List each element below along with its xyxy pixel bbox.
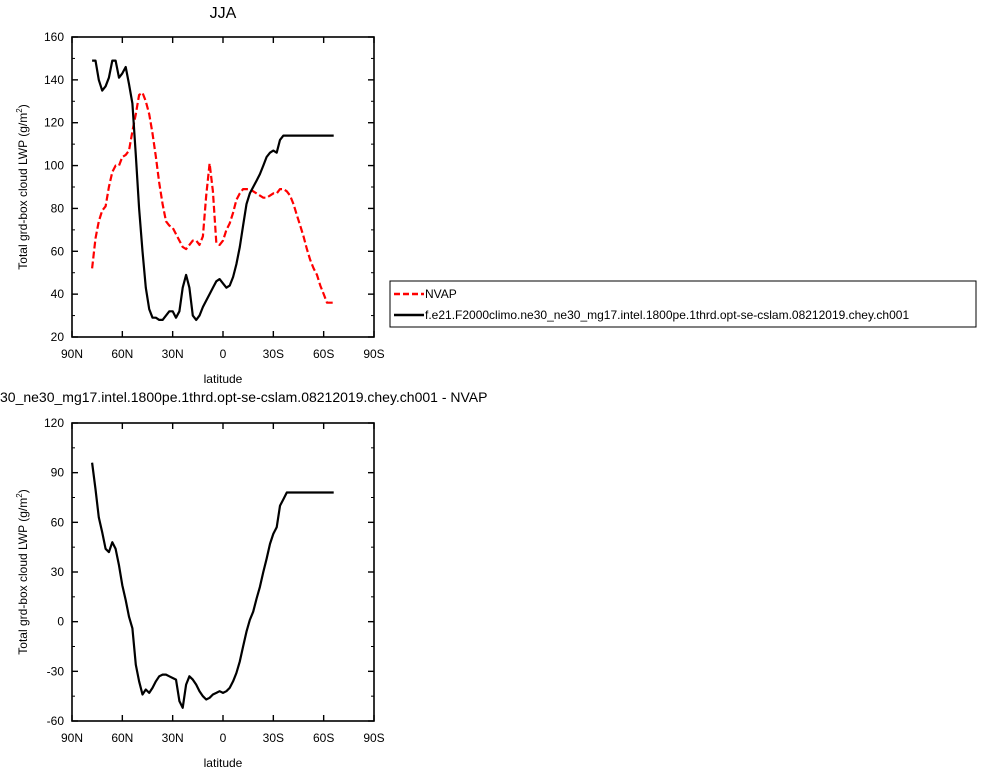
y-tick-label: 0 [57,615,64,629]
x-tick-label: 30S [263,731,284,745]
y-tick-label: 120 [44,116,64,130]
y-tick-label: 40 [51,287,65,301]
panel-top-marks [91,59,334,321]
series-line-0 [91,462,334,709]
panel-bottom: 30_ne30_mg17.intel.1800pe.1thrd.opt-se-c… [0,389,487,770]
x-tick-label: 30N [162,347,184,361]
x-tick-label: 60N [111,347,133,361]
panel-bottom-y-ticks: -60 -30 0 30 60 90 120 [44,416,374,728]
legend-label-model: f.e21.F2000climo.ne30_ne30_mg17.intel.18… [425,308,909,322]
y-tick-label: 80 [51,201,65,215]
y-tick-label: 20 [51,330,65,344]
x-tick-label: 60S [313,347,334,361]
panel-bottom-x-axis-label: latitude [204,756,243,770]
y-tick-label: 160 [44,30,64,44]
x-tick-label: 60N [111,731,133,745]
legend-label-nvap: NVAP [425,287,457,301]
panel-bottom-title: 30_ne30_mg17.intel.1800pe.1thrd.opt-se-c… [0,389,487,405]
x-tick-label: 0 [220,347,227,361]
series-line-1 [92,59,334,321]
y-tick-label: -60 [47,714,65,728]
y-tick-label: 120 [44,416,64,430]
y-tick-label: -30 [47,664,65,678]
x-tick-label: 30N [162,731,184,745]
panel-top-title: JJA [210,5,237,22]
y-tick-label: 60 [51,244,65,258]
panel-top-y-ticks: 20 40 60 80 100 120 140 160 [44,30,374,344]
panel-bottom-x-ticks: 90N 60N 30N 0 30S 60S 90S [61,423,385,745]
panel-bottom-plot-frame [71,422,375,722]
y-tick-label: 90 [51,466,65,480]
panel-top-y-axis-label: Total grd-box cloud LWP (g/m2) [15,104,30,269]
x-tick-label: 90N [61,731,83,745]
x-tick-label: 60S [313,731,334,745]
panel-bottom-y-axis-label: Total grd-box cloud LWP (g/m2) [15,489,30,654]
panel-top-x-axis-label: latitude [204,372,243,386]
y-tick-label: 100 [44,159,64,173]
x-tick-label: 90S [363,347,384,361]
panel-bottom-marks [91,462,334,709]
x-tick-label: 90N [61,347,83,361]
legend: NVAP f.e21.F2000climo.ne30_ne30_mg17.int… [389,280,977,328]
legend-box [389,280,977,328]
x-tick-label: 0 [220,731,227,745]
panel-top-x-ticks: 90N 60N 30N 0 30S 60S 90S [61,37,385,361]
x-tick-label: 30S [263,347,284,361]
y-tick-label: 60 [51,515,65,529]
panel-top: JJA 20 40 60 80 100 120 140 160 90N 60N 30N 0 30S 60… [15,5,385,386]
panel-top-plot-frame [71,36,375,338]
x-tick-label: 90S [363,731,384,745]
y-tick-label: 140 [44,73,64,87]
series-line-0 [91,91,334,304]
y-tick-label: 30 [51,565,65,579]
